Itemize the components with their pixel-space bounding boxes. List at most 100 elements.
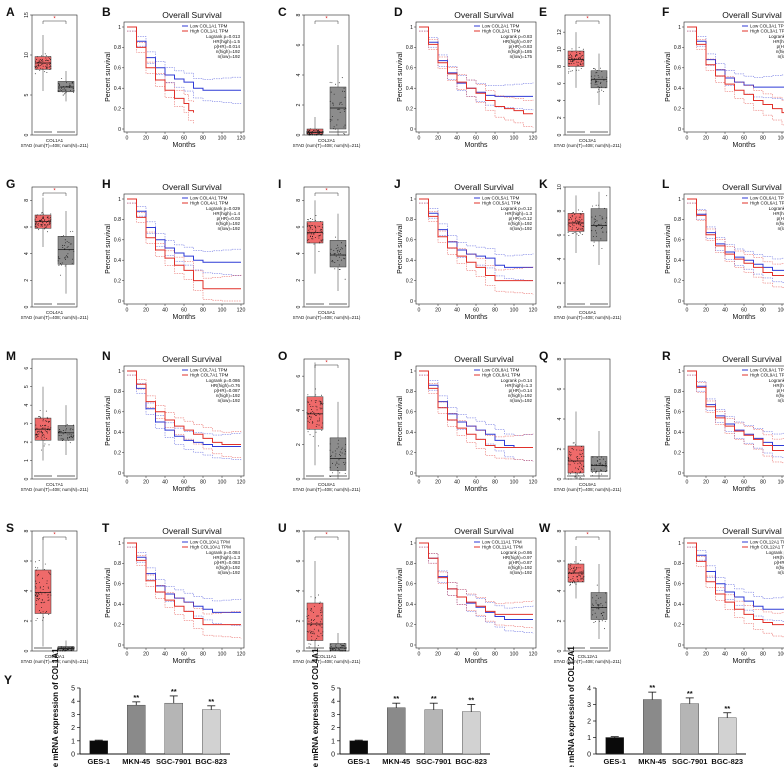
low-ci-upper: [687, 198, 784, 260]
normal-point: [69, 442, 71, 444]
tumor-point: [311, 400, 313, 402]
y-axis-label: Percent survival: [105, 52, 112, 102]
tumor-point: [569, 222, 570, 224]
x-axis-label: Months: [465, 486, 488, 493]
tumor-point: [35, 224, 37, 226]
normal-point: [595, 235, 597, 237]
tumor-point: [575, 69, 577, 71]
tumor-point: [581, 59, 583, 61]
panel-letter-v: V: [394, 521, 402, 535]
tumor-point: [39, 70, 41, 71]
normal-point: [337, 247, 339, 249]
tumor-point: [317, 412, 319, 414]
x-tick-label: 20: [143, 652, 149, 658]
normal-point: [61, 440, 63, 442]
y-axis-label: Relative mRNA expression of COL4A1: [311, 648, 320, 767]
tumor-point: [568, 56, 570, 58]
normal-point: [344, 451, 346, 452]
tumor-point: [46, 72, 48, 74]
tumor-point: [321, 635, 323, 637]
tumor-point: [580, 573, 582, 575]
tumor-point: [318, 615, 320, 617]
tumor-point: [41, 55, 43, 57]
high-ci-lower: [419, 30, 534, 128]
sig-bracket: [42, 192, 67, 196]
tumor-point: [49, 58, 51, 60]
tumor-point: [577, 562, 579, 564]
y-tick-label: 4: [71, 699, 75, 706]
tumor-point: [309, 128, 311, 130]
tumor-point: [308, 615, 310, 617]
tumor-point: [579, 471, 581, 473]
normal-point: [334, 254, 335, 256]
tumor-point: [572, 572, 574, 574]
tumor-point: [36, 431, 38, 433]
tumor-point: [47, 59, 48, 61]
normal-point: [344, 258, 346, 260]
normal-point: [338, 439, 339, 441]
x-tick-label: 80: [200, 136, 206, 142]
normal-point: [339, 111, 341, 113]
km-stat: n(low)=192: [778, 54, 784, 59]
tumor-point: [320, 228, 322, 230]
y-tick-label: 0.6: [406, 410, 413, 416]
tumor-point: [570, 451, 572, 453]
tumor-point: [310, 632, 312, 634]
tumor-point: [570, 563, 572, 565]
normal-point: [58, 265, 60, 267]
tumor-point: [580, 453, 582, 455]
tumor-point: [43, 425, 45, 427]
tumor-point: [46, 611, 47, 612]
normal-point: [333, 93, 335, 95]
y-tick-label: 5: [331, 686, 335, 693]
tumor-point: [308, 134, 310, 136]
tumor-point: [580, 55, 582, 57]
tumor-point: [582, 59, 584, 61]
tumor-point: [578, 472, 580, 474]
x-tick-label: 40: [162, 308, 168, 314]
category-label: BGC-823: [455, 757, 487, 766]
tumor-point: [311, 635, 313, 637]
tumor-point: [579, 213, 581, 215]
tumor-point: [575, 221, 577, 222]
high-survival-curve: [127, 370, 241, 445]
y-tick-label: 0.8: [674, 217, 681, 223]
x-tick-label: 120: [237, 308, 246, 314]
normal-point: [71, 262, 73, 264]
dataset-label: STAD (num(T)=408; num(N)=211): [554, 487, 622, 492]
tumor-point: [318, 630, 320, 632]
x-tick-label: 40: [162, 136, 168, 142]
normal-point: [73, 435, 75, 437]
normal-point: [601, 228, 602, 230]
tumor-point: [314, 232, 316, 234]
tumor-point: [318, 650, 320, 652]
tumor-point: [580, 64, 582, 66]
normal-point: [605, 87, 606, 89]
x-tick-label: 100: [218, 652, 227, 658]
tumor-point: [319, 417, 321, 419]
tumor-point: [42, 420, 44, 422]
normal-point: [602, 605, 604, 607]
y-tick-label: 3: [24, 422, 30, 425]
normal-point: [67, 649, 69, 651]
category-label: MKN-45: [122, 757, 150, 766]
tumor-point: [570, 57, 572, 58]
tumor-point: [577, 223, 579, 225]
y-tick-label: 4: [587, 686, 591, 693]
tumor-point: [308, 129, 310, 131]
x-axis-label: Months: [173, 658, 196, 665]
normal-point: [332, 102, 334, 104]
y-tick-label: 10: [557, 184, 563, 190]
normal-point: [590, 79, 592, 81]
normal-point: [67, 246, 69, 248]
normal-point: [339, 103, 340, 105]
tumor-point: [315, 226, 316, 228]
tumor-point: [35, 433, 37, 435]
normal-point: [600, 469, 602, 471]
y-tick-label: 0.4: [406, 258, 413, 264]
high-survival-curve: [127, 198, 241, 290]
tumor-point: [309, 130, 311, 132]
